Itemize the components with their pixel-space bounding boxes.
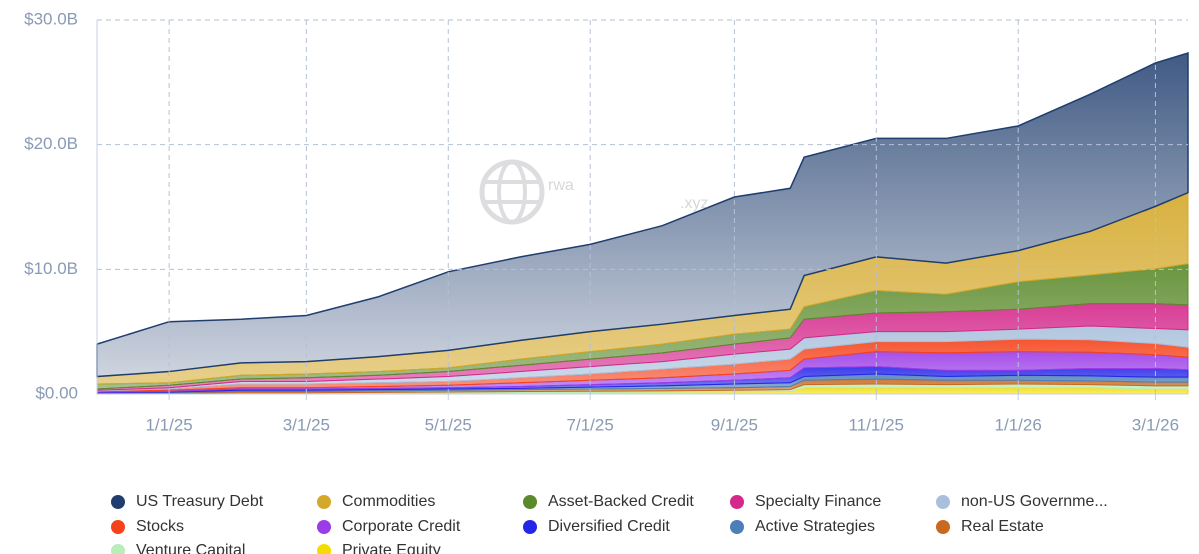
legend-swatch [730,520,744,534]
y-tick-label: $30.0B [24,9,78,28]
watermark-text: rwa [548,177,574,194]
x-tick-label: 1/1/25 [145,415,192,434]
legend-item[interactable]: Diversified Credit [523,518,670,535]
legend-label: Venture Capital [136,542,245,554]
legend-item[interactable]: non-US Governme... [936,493,1108,510]
y-tick-label: $10.0B [24,259,78,278]
legend-swatch [111,520,125,534]
legend-item[interactable]: Specialty Finance [730,493,881,510]
legend-swatch [317,495,331,509]
legend-label: US Treasury Debt [136,493,264,510]
legend-label: Active Strategies [755,518,875,535]
x-tick-label: 3/1/25 [283,415,330,434]
legend-swatch [936,495,950,509]
watermark-suffix: .xyz [680,195,708,212]
legend-swatch [317,544,331,554]
legend-item[interactable]: US Treasury Debt [111,493,264,510]
x-tick-label: 3/1/26 [1132,415,1179,434]
legend-label: non-US Governme... [961,493,1108,510]
legend-label: Real Estate [961,518,1044,535]
legend-item[interactable]: Corporate Credit [317,518,461,535]
legend-item[interactable]: Stocks [111,518,184,535]
legend-swatch [111,495,125,509]
legend-swatch [523,520,537,534]
legend-label: Commodities [342,493,435,510]
y-tick-label: $0.00 [35,383,78,402]
legend-swatch [317,520,331,534]
legend-swatch [730,495,744,509]
legend-swatch [523,495,537,509]
legend-label: Private Equity [342,542,441,554]
legend-item[interactable]: Real Estate [936,518,1044,535]
area [96,52,1189,378]
legend-label: Corporate Credit [342,518,461,535]
x-tick-label: 11/1/25 [849,415,904,434]
watermark: rwa .xyz [479,159,708,225]
legend-item[interactable]: Asset-Backed Credit [523,493,694,510]
legend-swatch [111,544,125,554]
legend-label: Stocks [136,518,184,535]
legend-label: Specialty Finance [755,493,881,510]
x-tick-label: 1/1/26 [995,415,1042,434]
x-tick-label: 5/1/25 [425,415,472,434]
y-tick-label: $20.0B [24,134,78,153]
x-tick-label: 9/1/25 [711,415,758,434]
legend-item[interactable]: Venture Capital [111,542,245,554]
x-tick-label: 7/1/25 [567,415,614,434]
legend-swatch [936,520,950,534]
legend-item[interactable]: Commodities [317,493,435,510]
legend-item[interactable]: Private Equity [317,542,441,554]
legend-label: Diversified Credit [548,518,670,535]
legend-item[interactable]: Active Strategies [730,518,875,535]
legend-label: Asset-Backed Credit [548,493,694,510]
